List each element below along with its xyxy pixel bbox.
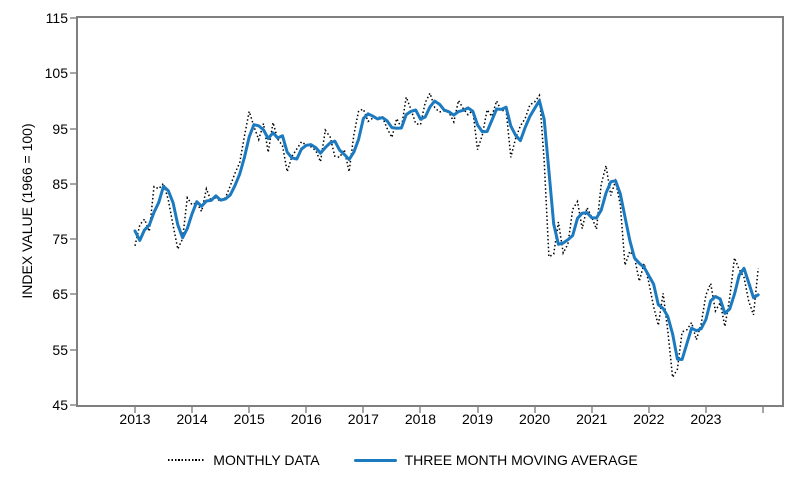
- y-tick-label: 65: [52, 286, 68, 303]
- x-tick-mark: [419, 407, 422, 413]
- x-tick-label: 2018: [404, 411, 437, 427]
- x-tick-mark: [248, 407, 251, 413]
- legend-monthly-line-icon: [168, 459, 206, 461]
- x-tick-label: 2016: [290, 411, 322, 427]
- y-tick-mark: [70, 17, 76, 19]
- x-tick-label: 2019: [461, 411, 494, 427]
- legend: MONTHLY DATA THREE MONTH MOVING AVERAGE: [0, 451, 806, 469]
- y-tick-label: 75: [52, 231, 68, 248]
- y-tick-mark: [70, 127, 76, 130]
- y-tick-mark: [70, 404, 76, 406]
- y-tick-mark: [70, 72, 76, 75]
- x-tick-mark: [362, 407, 365, 413]
- y-tick-mark: [70, 182, 76, 185]
- x-tick-mark: [590, 407, 593, 413]
- y-tick-mark: [70, 348, 76, 351]
- x-tick-label: 2022: [633, 411, 665, 427]
- y-tick-mark: [70, 238, 76, 241]
- monthly-data-line: [134, 91, 759, 380]
- x-tick-label: 2013: [119, 411, 151, 427]
- x-tick-mark: [761, 407, 764, 413]
- plot-border: [76, 16, 784, 407]
- x-tick-label: 2020: [519, 411, 551, 427]
- moving-average-line: [133, 99, 760, 361]
- y-tick-label: 45: [52, 397, 68, 413]
- x-tick-label: 2023: [690, 411, 722, 427]
- y-tick-label: 105: [44, 65, 68, 82]
- x-tick-label: 2015: [233, 411, 265, 427]
- y-tick-label: 95: [52, 120, 68, 137]
- legend-label-monthly: MONTHLY DATA: [213, 452, 320, 468]
- x-tick-mark: [134, 407, 136, 413]
- x-tick-mark: [476, 407, 479, 413]
- x-tick-label: 2017: [347, 411, 379, 427]
- legend-moving-average-line-icon: [353, 458, 397, 462]
- x-tick-mark: [305, 407, 308, 413]
- y-tick-label: 55: [52, 341, 68, 358]
- y-tick-label: 85: [52, 175, 68, 192]
- x-tick-mark: [191, 407, 194, 413]
- y-tick-label: 115: [45, 10, 68, 26]
- legend-label-moving-average: THREE MONTH MOVING AVERAGE: [404, 452, 638, 468]
- x-tick-label: 2014: [176, 411, 208, 427]
- x-tick-mark: [704, 407, 707, 413]
- x-tick-label: 2021: [576, 411, 608, 427]
- y-tick-mark: [70, 293, 76, 296]
- x-tick-mark: [647, 407, 650, 413]
- x-tick-mark: [533, 407, 536, 413]
